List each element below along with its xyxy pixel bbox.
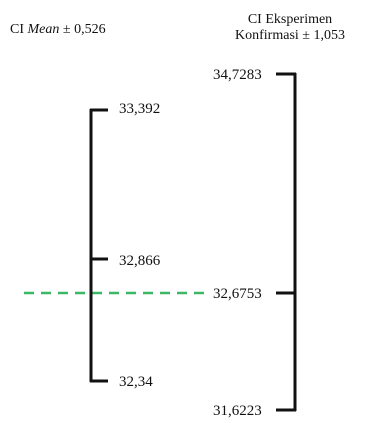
ci-mean-title-prefix: CI bbox=[10, 22, 24, 37]
ci-mean-bracket bbox=[89, 108, 108, 383]
ci-eksperimen-upper-label: 34,7283 bbox=[213, 67, 262, 83]
ci-mean-title-suffix: ± 0,526 bbox=[62, 22, 106, 37]
ci-eksperimen-title: CI Eksperimen Konfirmasi ± 1,053 bbox=[228, 12, 352, 44]
ci-mean-title-italic: Mean bbox=[27, 22, 60, 37]
ci-mean-mean-label: 32,866 bbox=[119, 253, 161, 269]
ci-mean-title: CI Mean ± 0,526 bbox=[10, 22, 106, 38]
ci-eksperimen-lower-label: 31,6223 bbox=[213, 403, 262, 419]
ci-eksperimen-title-line1: CI Eksperimen bbox=[247, 12, 333, 27]
ci-mean-lower-label: 32,34 bbox=[119, 374, 153, 390]
ci-eksperimen-title-line2: Konfirmasi ± 1,053 bbox=[235, 28, 345, 43]
ci-eksperimen-bracket bbox=[276, 72, 297, 412]
ci-mean-upper-label: 33,392 bbox=[119, 101, 161, 117]
ci-eksperimen-mean-label: 32,6753 bbox=[213, 286, 262, 302]
